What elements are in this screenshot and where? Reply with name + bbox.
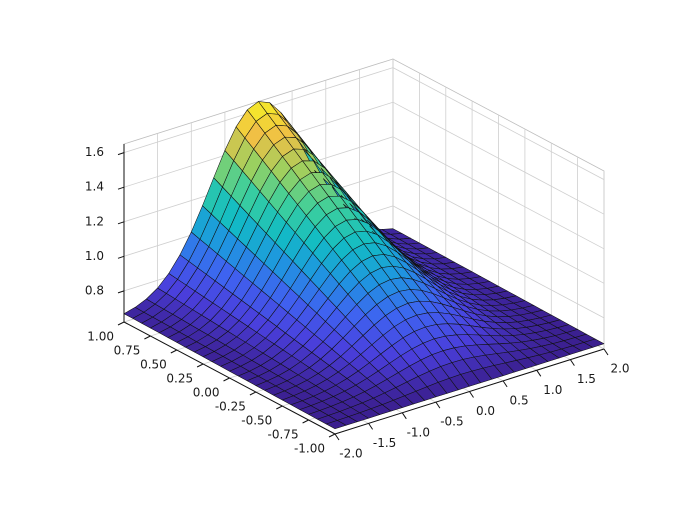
y-tick-8-label: 1.00 [87,330,114,344]
x-axis-ticks: -2.0 -1.5 -1.0 -0.5 0.0 0.5 1.0 1.5 2.0 [334,348,630,461]
x-tick-1-mark [368,423,374,430]
y-tick-1-label: -0.75 [268,428,299,442]
y-axis-ticks: -1.00-0.75-0.50-0.250.000.250.500.751.00 [87,321,336,456]
surface-cell [583,338,605,348]
x-tick-6-label: 1.0 [543,383,562,397]
x-tick-8-label: 2.0 [610,362,629,376]
z-tick-2-mark [117,221,125,225]
x-tick-7-mark [569,359,575,366]
z-axis-ticks: 0.8 1.0 1.2 1.4 1.6 [85,145,125,297]
surface-mesh [123,101,605,430]
y-tick-7-mark [144,335,151,340]
x-tick-2-mark [401,412,407,420]
y-tick-5-mark [196,363,204,368]
y-tick-2-mark [276,405,283,410]
x-tick-3-label: -0.5 [440,415,463,429]
x-tick-8-mark [603,348,609,356]
z-tick-0-label: 0.8 [85,283,104,297]
z-tick-4-mark [117,152,125,156]
y-tick-6-mark [170,349,178,354]
y-tick-1-mark [302,419,309,424]
x-tick-5-mark [502,380,508,388]
side-grid-z-3 [392,101,605,215]
z-tick-3-label: 1.4 [85,180,104,194]
z-tick-0-mark [117,290,125,294]
x-tick-3-mark [435,401,441,409]
x-tick-1-label: -1.5 [373,436,396,450]
z-tick-4-label: 1.6 [85,145,104,159]
y-tick-0-label: -1.00 [294,442,325,456]
x-tick-7-label: 1.5 [577,372,596,386]
side-grid-z-1 [392,170,605,284]
z-tick-2-label: 1.2 [85,214,104,228]
y-tick-4-mark [223,377,230,382]
y-tick-6-label: 0.50 [140,358,167,372]
y-tick-7-label: 0.75 [114,344,141,358]
y-tick-4-label: 0.00 [193,386,220,400]
z-tick-1-label: 1.0 [85,249,104,263]
z-tick-1-mark [117,255,125,259]
x-tick-5-label: 0.5 [510,393,529,407]
side-grid-z-0 [392,205,605,319]
y-tick-0-mark [328,433,336,438]
y-tick-5-label: 0.25 [166,372,193,386]
x-tick-0-label: -2.0 [339,447,362,461]
x-tick-4-label: 0.0 [476,404,495,418]
x-tick-2-label: -1.0 [407,425,430,439]
x-tick-6-mark [536,370,542,377]
z-tick-3-mark [117,186,125,190]
y-tick-3-mark [249,391,257,396]
side-grid-z-2 [392,136,605,250]
y-tick-2-label: -0.50 [241,414,272,428]
side-grid-z-4 [392,67,605,180]
x-tick-4-mark [469,391,474,398]
y-tick-3-label: -0.25 [215,400,246,414]
x-tick-0-mark [334,433,340,441]
y-tick-8-mark [117,321,125,326]
